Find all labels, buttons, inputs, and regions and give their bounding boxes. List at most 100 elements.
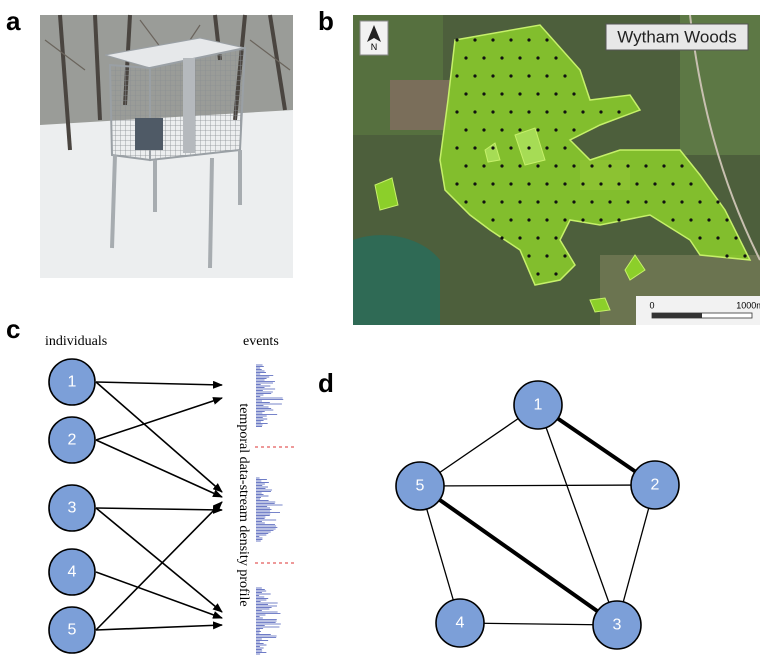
logger-dot xyxy=(527,38,531,42)
logger-dot xyxy=(563,254,567,258)
edge xyxy=(537,404,618,626)
node-label: 4 xyxy=(456,615,465,632)
logger-dot xyxy=(545,38,549,42)
panel-label: d xyxy=(318,368,334,398)
logger-dot xyxy=(635,182,639,186)
logger-dot xyxy=(608,200,612,204)
logger-dot xyxy=(455,74,459,78)
node-label: 5 xyxy=(68,622,77,639)
node xyxy=(435,598,485,648)
node xyxy=(48,416,96,464)
logger-dot xyxy=(500,200,504,204)
logger-dot xyxy=(518,164,522,168)
logger-dot xyxy=(662,164,666,168)
logger-dot xyxy=(563,110,567,114)
panel-label: b xyxy=(318,6,334,36)
logger-dot xyxy=(518,236,522,240)
node xyxy=(513,380,563,430)
logger-dot xyxy=(500,128,504,132)
logger-dot xyxy=(536,56,540,60)
logger-dot xyxy=(563,182,567,186)
logger-dot xyxy=(572,164,576,168)
logger-dot xyxy=(455,110,459,114)
logger-dot xyxy=(518,56,522,60)
logger-dot xyxy=(572,128,576,132)
arrow xyxy=(95,439,223,498)
logger-dot xyxy=(509,74,513,78)
logger-dot xyxy=(473,182,477,186)
logger-dot xyxy=(725,218,729,222)
logger-dot xyxy=(509,218,513,222)
logger-dot xyxy=(518,200,522,204)
logger-dot xyxy=(527,74,531,78)
node-label: 3 xyxy=(68,500,77,517)
arrow xyxy=(95,380,223,389)
logger-dot xyxy=(527,146,531,150)
logger-dot xyxy=(536,92,540,96)
scale-label: 1000m xyxy=(736,300,760,310)
logger-dot xyxy=(554,236,558,240)
logger-dot xyxy=(554,56,558,60)
logger-dot xyxy=(536,236,540,240)
logger-dot xyxy=(509,110,513,114)
node xyxy=(630,460,680,510)
map: N Wytham Woods 0 1000m xyxy=(353,15,760,325)
edge xyxy=(419,484,656,487)
logger-dot xyxy=(473,110,477,114)
axis-label: temporal data-stream density profile xyxy=(236,403,251,606)
logger-dot xyxy=(563,146,567,150)
logger-dot xyxy=(626,164,630,168)
logger-dot xyxy=(617,182,621,186)
node-label: 3 xyxy=(613,617,622,634)
logger-dot xyxy=(527,218,531,222)
logger-dot xyxy=(500,56,504,60)
logger-dot xyxy=(545,74,549,78)
logger-dot xyxy=(716,200,720,204)
logger-dot xyxy=(581,182,585,186)
logger-dot xyxy=(473,146,477,150)
logger-dot xyxy=(491,182,495,186)
node-label: 5 xyxy=(416,478,425,495)
logger-dot xyxy=(725,254,729,258)
logger-dot xyxy=(464,164,468,168)
logger-dot xyxy=(671,182,675,186)
node xyxy=(48,358,96,406)
logger-dot xyxy=(572,92,576,96)
arrow xyxy=(95,505,223,514)
logger-dot xyxy=(464,56,468,60)
logger-dot xyxy=(455,38,459,42)
edge xyxy=(459,622,618,626)
logger-dot xyxy=(491,146,495,150)
heading: individuals xyxy=(45,334,107,349)
logger-dot xyxy=(482,128,486,132)
logger-dot xyxy=(608,164,612,168)
logger-dot xyxy=(455,182,459,186)
photo xyxy=(40,14,293,278)
node xyxy=(48,548,96,596)
logger-dot xyxy=(617,218,621,222)
logger-dot xyxy=(473,74,477,78)
logger-dot xyxy=(680,200,684,204)
logger-dot xyxy=(482,56,486,60)
logger-dot xyxy=(554,200,558,204)
logger-dot xyxy=(572,200,576,204)
logger-dot xyxy=(455,146,459,150)
node-label: 1 xyxy=(68,374,77,391)
logger-dot xyxy=(599,110,603,114)
logger-dot xyxy=(482,164,486,168)
arrow xyxy=(95,501,223,631)
logger-dot xyxy=(518,128,522,132)
arrow xyxy=(95,621,223,631)
logger-dot xyxy=(545,146,549,150)
heading: events xyxy=(243,334,279,349)
logger-dot xyxy=(563,74,567,78)
map-title: Wytham Woods xyxy=(617,27,737,46)
panel-label: a xyxy=(6,6,21,36)
logger-dot xyxy=(689,218,693,222)
logger-dot xyxy=(482,92,486,96)
logger-dot xyxy=(500,164,504,168)
node-label: 2 xyxy=(68,432,77,449)
logger-dot xyxy=(545,182,549,186)
node-label: 2 xyxy=(651,477,660,494)
